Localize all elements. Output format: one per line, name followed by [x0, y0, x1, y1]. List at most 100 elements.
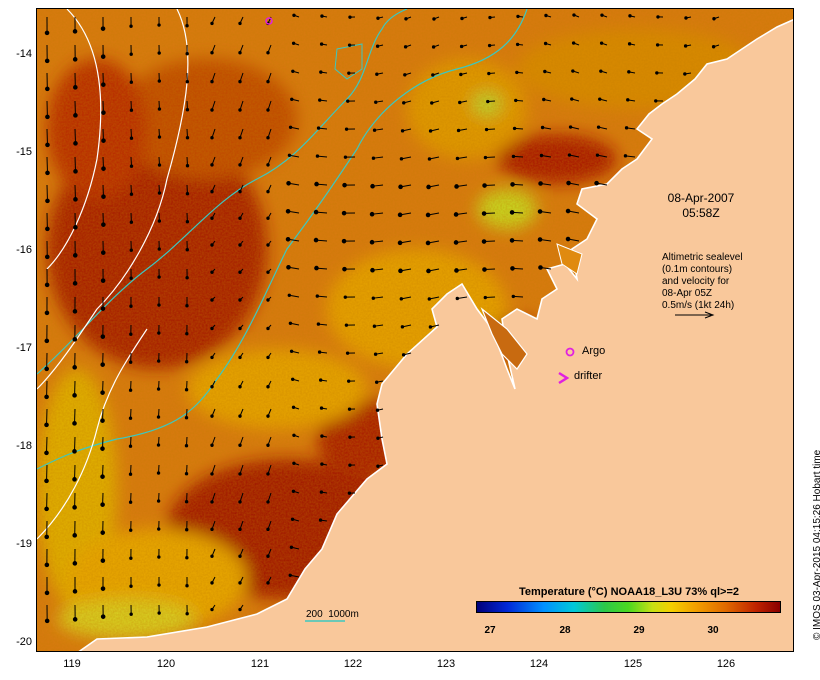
velocity-vector-head: [101, 82, 106, 87]
velocity-vector-head: [72, 393, 77, 398]
velocity-vector-head: [572, 13, 576, 17]
velocity-vector-head: [566, 180, 571, 186]
velocity-vector-head: [210, 527, 214, 532]
velocity-vector-head: [711, 45, 716, 49]
velocity-vector-head: [44, 310, 50, 316]
velocity-vector-head: [185, 584, 189, 588]
velocity-vector-head: [483, 155, 488, 160]
velocity-vector-head: [157, 51, 161, 55]
velocity-vector-head: [44, 394, 49, 400]
velocity-vector-head: [316, 322, 321, 326]
velocity-vector-head: [210, 581, 214, 585]
velocity-vector-head: [44, 30, 50, 36]
velocity-vector-head: [347, 43, 352, 47]
velocity-vector-head: [565, 208, 571, 214]
velocity-vector-head: [627, 42, 632, 46]
velocity-vector-head: [101, 110, 106, 115]
velocity-vector-head: [376, 436, 380, 440]
velocity-vector-head: [348, 463, 352, 467]
drifter-legend-label: drifter: [574, 370, 603, 382]
sst-map[interactable]: [36, 8, 794, 652]
velocity-vector-head: [373, 352, 378, 356]
velocity-vector-head: [128, 416, 133, 420]
velocity-vector-head: [129, 52, 133, 56]
velocity-vector-head: [348, 15, 352, 19]
velocity-vector-head: [459, 44, 464, 49]
velocity-vector-head: [482, 183, 487, 188]
velocity-vector-head: [72, 57, 78, 62]
velocity-vector-head: [345, 351, 350, 355]
velocity-vector-head: [291, 41, 296, 45]
lat-label: -15: [16, 146, 32, 158]
velocity-vector-head: [266, 50, 270, 55]
velocity-vector-head: [684, 16, 688, 20]
velocity-vector-head: [238, 108, 242, 112]
lat-label: -14: [16, 48, 32, 60]
velocity-vector-head: [238, 163, 242, 167]
velocity-vector-head: [156, 415, 161, 419]
velocity-vector-head: [343, 295, 348, 299]
velocity-vector-head: [184, 360, 189, 364]
velocity-vector-head: [341, 210, 347, 216]
velocity-vector-head: [72, 253, 78, 258]
velocity-vector-head: [266, 108, 270, 112]
velocity-vector-head: [266, 270, 270, 274]
argo-float-marker[interactable]: [265, 17, 273, 25]
velocity-vector-head: [371, 156, 376, 160]
velocity-vector-head: [266, 189, 270, 194]
velocity-vector-head: [185, 220, 190, 224]
velocity-vector-head: [370, 183, 375, 189]
velocity-vector-head: [266, 79, 270, 84]
velocity-vector-head: [291, 489, 296, 493]
velocity-vector-head: [285, 208, 291, 214]
velocity-vector-head: [537, 209, 543, 214]
velocity-vector-head: [402, 101, 406, 105]
velocity-vector-head: [540, 125, 545, 130]
velocity-vector-head: [568, 125, 573, 129]
velocity-vector-head: [185, 24, 189, 28]
velocity-vector-head: [712, 17, 716, 21]
velocity-vector-head: [654, 99, 658, 103]
velocity-vector-head: [157, 303, 161, 307]
velocity-vector-head: [157, 583, 161, 587]
velocity-vector-head: [210, 607, 214, 612]
velocity-vector-head: [185, 612, 189, 616]
velocity-vector-head: [567, 153, 572, 157]
velocity-vector-head: [73, 225, 78, 230]
gulf-shading: [480, 307, 528, 370]
velocity-vector-head: [683, 72, 687, 76]
velocity-vector-head: [238, 21, 242, 26]
velocity-vector-head: [45, 86, 50, 92]
velocity-vector-head: [157, 219, 162, 223]
velocity-vector-head: [372, 324, 377, 328]
velocity-vector-head: [455, 156, 460, 161]
velocity-vector-head: [100, 558, 106, 563]
velocity-vector-head: [44, 590, 50, 596]
velocity-vector-head: [426, 184, 431, 190]
velocity-vector-head: [101, 194, 106, 199]
velocity-vector-head: [129, 80, 134, 84]
velocity-vector-head: [184, 388, 189, 392]
velocity-vector-head: [431, 45, 436, 49]
velocity-vector-head: [73, 141, 78, 146]
velocity-vector-head: [100, 530, 106, 535]
velocity-vector-head: [45, 170, 50, 176]
bay-shading: [556, 243, 583, 275]
velocity-vector-head: [456, 128, 461, 133]
velocity-vector-head: [341, 238, 347, 244]
velocity-vector-head: [291, 69, 295, 73]
velocity-vector-head: [210, 189, 214, 194]
velocity-vector-head: [210, 385, 214, 389]
velocity-vector-head: [288, 321, 293, 325]
velocity-vector-head: [157, 135, 162, 139]
velocity-vector-head: [344, 127, 349, 131]
velocity-vector-head: [73, 85, 78, 90]
velocity-vector-head: [628, 14, 632, 18]
velocity-vector-head: [266, 554, 270, 558]
velocity-vector-head: [315, 154, 320, 158]
velocity-vector-head: [453, 212, 459, 217]
velocity-vector-head: [427, 157, 432, 161]
velocity-vector-head: [129, 136, 134, 140]
velocity-vector-head: [45, 226, 50, 232]
velocity-vector-head: [375, 72, 379, 76]
